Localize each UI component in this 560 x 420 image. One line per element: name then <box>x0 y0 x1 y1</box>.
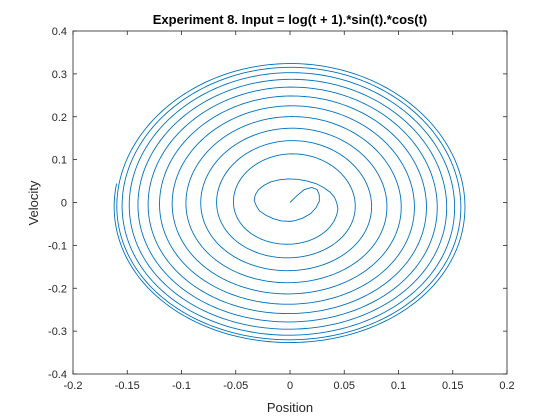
x-tick-label: -0.05 <box>223 380 248 392</box>
y-tick-label: 0.4 <box>52 26 67 38</box>
axes-layer <box>72 30 508 375</box>
y-tick-label: 0.2 <box>52 112 67 124</box>
y-tick-label: -0.2 <box>48 283 67 295</box>
x-tick-label: 0.2 <box>499 380 514 392</box>
x-tick-label: -0.2 <box>64 380 83 392</box>
x-axis-label: Position <box>267 400 313 415</box>
tick-labels: -0.2 -0.15 -0.1 -0.05 0 0.05 0.1 0.15 0.2-0.4-0.… <box>48 26 515 392</box>
y-tick-label: 0.3 <box>52 69 67 81</box>
x-tick-label: 0 <box>287 380 293 392</box>
y-tick-label: -0.1 <box>48 240 67 252</box>
x-tick-label: 0.05 <box>334 380 355 392</box>
y-tick-label: 0.1 <box>52 155 67 167</box>
x-tick-label: -0.15 <box>115 380 140 392</box>
y-tick-label: -0.4 <box>48 369 67 381</box>
y-tick-label: -0.3 <box>48 326 67 338</box>
x-tick-label: 0.15 <box>442 380 463 392</box>
series-layer <box>113 63 466 344</box>
y-tick-label: 0 <box>61 198 67 210</box>
x-tick-label: -0.1 <box>172 380 191 392</box>
chart-title: Experiment 8. Input = log(t + 1).*sin(t)… <box>153 12 427 27</box>
phase-trajectory-line <box>113 63 466 344</box>
x-tick-label: 0.1 <box>391 380 406 392</box>
y-axis-label: Velocity <box>26 180 41 225</box>
